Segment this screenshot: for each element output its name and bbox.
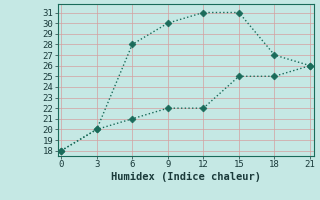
X-axis label: Humidex (Indice chaleur): Humidex (Indice chaleur) xyxy=(111,172,260,182)
